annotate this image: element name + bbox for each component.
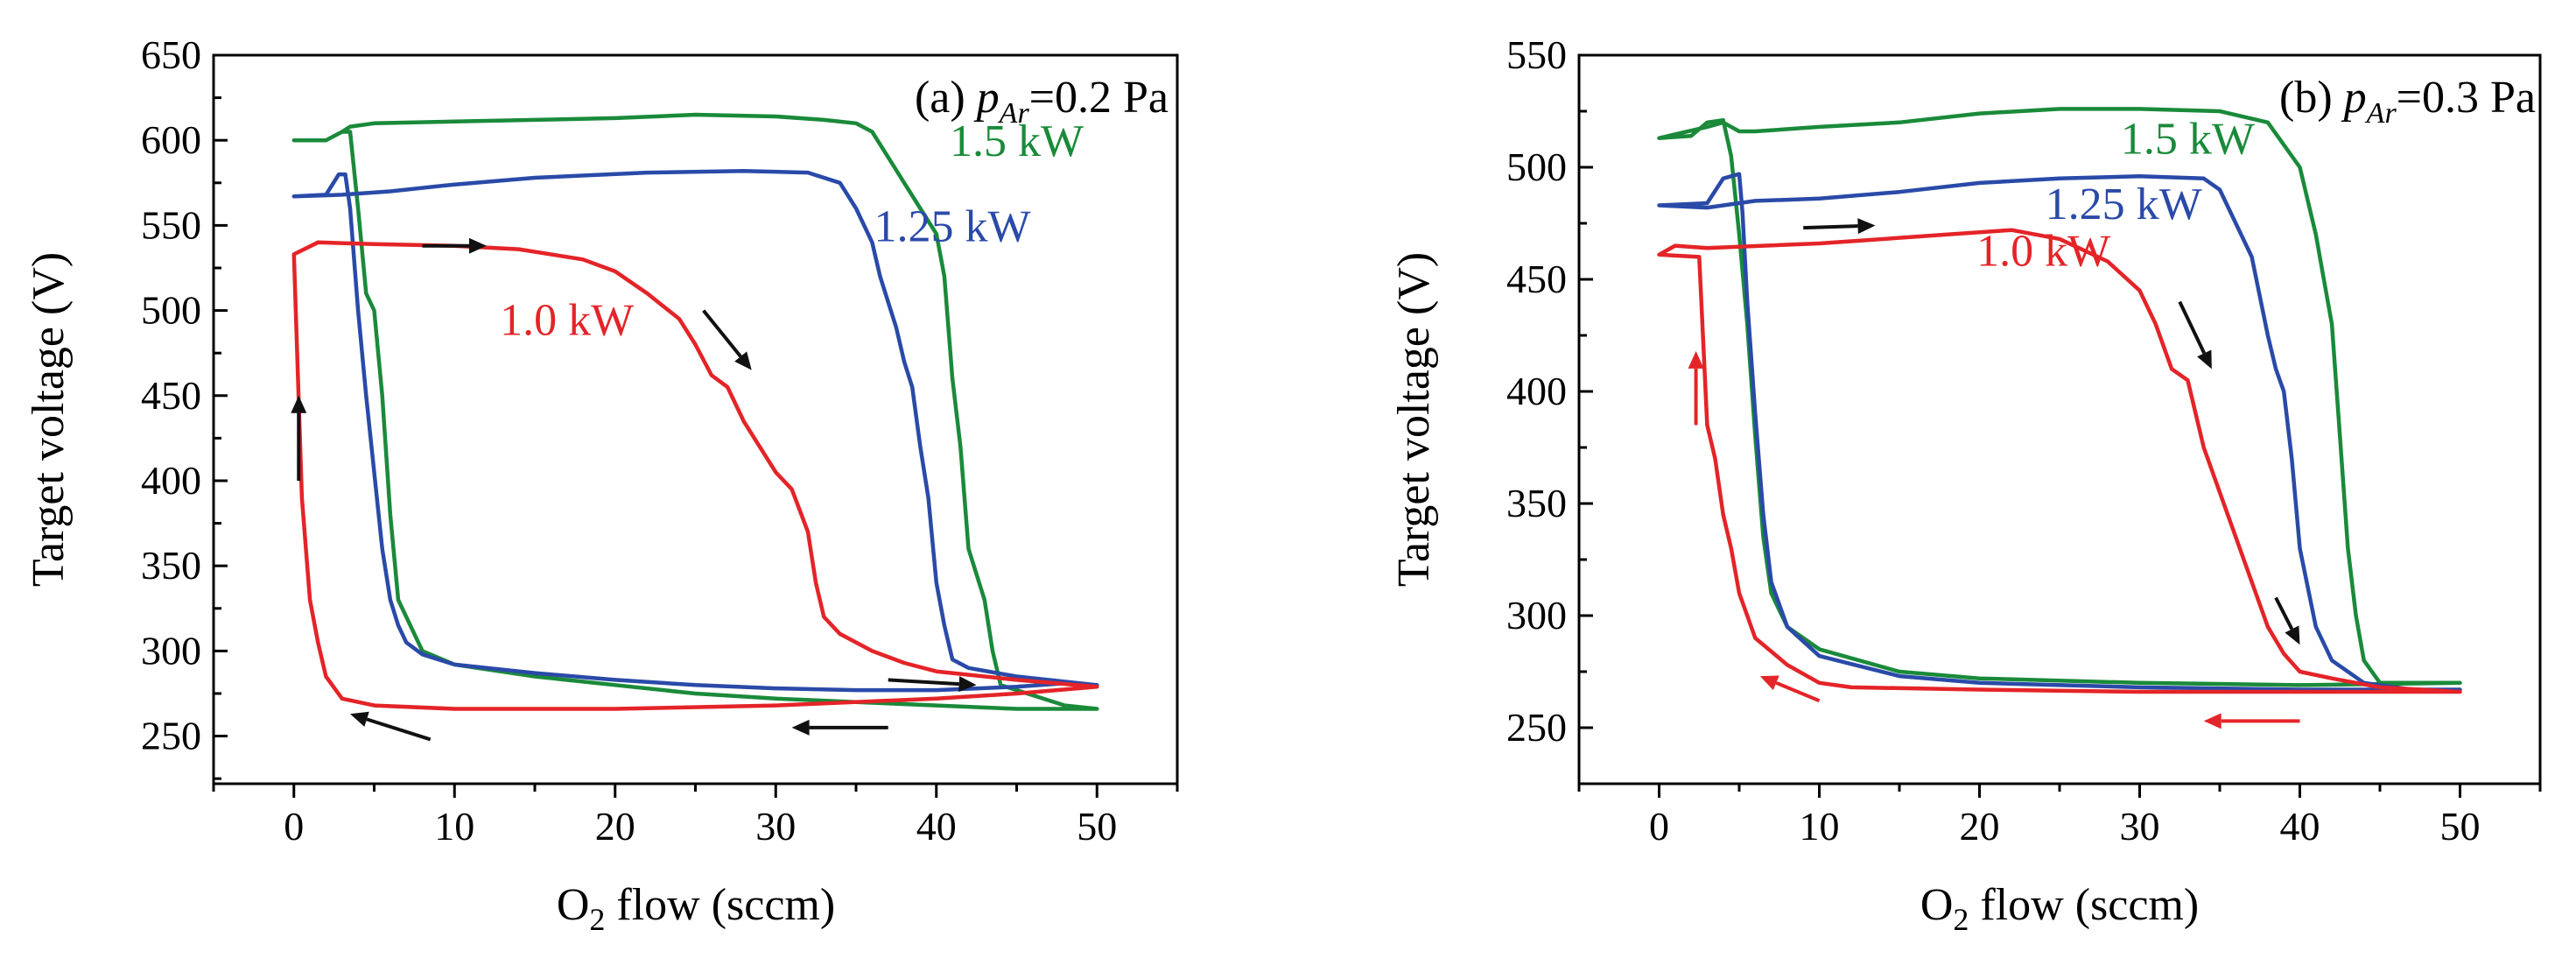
panel-a-series: 1.5 kW 1.25 kW 1.0 kW: [291, 112, 1099, 711]
direction-arrow-head: [468, 237, 487, 254]
direction-arrow-head: [1688, 350, 1704, 369]
y-tick-label: 400: [1506, 369, 1567, 413]
y-tick-label: 350: [141, 543, 201, 588]
y-tick-label: 600: [141, 117, 201, 162]
x-tick-label: 40: [2280, 804, 2320, 849]
x-tick-label: 50: [2440, 804, 2481, 849]
direction-arrow-head: [791, 719, 810, 736]
y-tick-label: 250: [1506, 705, 1567, 750]
x-tick-label: 30: [755, 804, 796, 849]
series-label: 1.0 kW: [500, 295, 634, 345]
direction-arrow-shaft: [1803, 224, 1858, 230]
series-label: 1.5 kW: [2121, 115, 2255, 165]
series-line-1-0-kw: [291, 240, 1099, 711]
panel-b-y-axis-title: Target voltage (V): [1389, 252, 1439, 587]
panel-b-arrows: [1688, 218, 2300, 729]
direction-arrow-shaft: [888, 678, 959, 687]
series-line-1-5-kw: [291, 112, 1099, 711]
panel-b-series: 1.5 kW 1.25 kW1.0 kW: [1657, 107, 2462, 694]
direction-arrow-head: [291, 395, 307, 413]
y-tick-label: 450: [1506, 257, 1567, 301]
series-label: 1.5 kW: [950, 116, 1084, 166]
panel-a-x-axis-title: O2 flow (sccm): [557, 880, 835, 937]
panel-b-title: (b) pAr=0.3 Pa: [2279, 73, 2536, 130]
x-tick-label: 20: [595, 804, 635, 849]
y-tick-label: 550: [141, 202, 201, 247]
panel-a-title: (a) pAr=0.2 Pa: [915, 73, 1169, 130]
direction-arrow-shaft: [1775, 680, 1821, 703]
direction-arrow-shaft: [2178, 300, 2207, 355]
x-tick-label: 20: [1960, 804, 2000, 849]
panel-b-x-axis-title: O2 flow (sccm): [1920, 880, 2199, 937]
y-tick-label: 300: [141, 628, 201, 673]
panel-a-arrows: [291, 237, 977, 742]
y-tick-label: 500: [141, 288, 201, 333]
panel-b-plot-frame: [1577, 53, 2542, 785]
y-tick-label: 350: [1506, 481, 1567, 525]
direction-arrow-shaft: [702, 309, 742, 358]
series-line-1-0-kw: [1657, 228, 2462, 694]
series-line-1-25-kw: [291, 168, 1099, 693]
y-tick-label: 300: [1506, 593, 1567, 637]
direction-arrow-shaft: [2274, 596, 2294, 630]
direction-arrow-head: [734, 351, 752, 370]
x-tick-label: 10: [1800, 804, 1840, 849]
direction-arrow-head: [2285, 625, 2300, 645]
direction-arrow-head: [2203, 713, 2222, 729]
series-label: 1.25 kW: [874, 201, 1031, 251]
y-tick-label: 450: [141, 373, 201, 418]
panel-b-ticks: 0 10 20 30 40 50 250 300 350 400 450 500 550: [1506, 32, 2542, 849]
panel-a: 0 10 20 30 40 50 250 300 350 400 450 500 550 600 650 1…: [24, 32, 1179, 937]
direction-arrow-head: [958, 676, 977, 693]
x-tick-label: 50: [1077, 804, 1117, 849]
direction-arrow-head: [349, 711, 369, 727]
direction-arrow-shaft: [366, 717, 432, 742]
y-tick-label: 500: [1506, 144, 1567, 189]
series-line-1-25-kw: [1657, 172, 2462, 692]
x-tick-label: 10: [434, 804, 474, 849]
series-label: 1.0 kW: [1976, 227, 2110, 277]
y-tick-label: 250: [141, 714, 201, 758]
panel-a-y-axis-title: Target voltage (V): [24, 252, 74, 587]
x-tick-label: 40: [916, 804, 957, 849]
series-label: 1.25 kW: [2046, 180, 2202, 229]
panel-a-ticks: 0 10 20 30 40 50 250 300 350 400 450 500 550 600 650: [141, 32, 1179, 849]
direction-arrow-head: [2197, 349, 2212, 370]
x-tick-label: 0: [1649, 804, 1669, 849]
x-tick-label: 30: [2120, 804, 2160, 849]
direction-arrow-head: [1857, 218, 1876, 235]
x-tick-label: 0: [284, 804, 304, 849]
direction-arrow-head: [1759, 675, 1779, 691]
y-tick-label: 650: [141, 32, 201, 77]
y-tick-label: 550: [1506, 32, 1567, 77]
y-tick-label: 400: [141, 458, 201, 503]
